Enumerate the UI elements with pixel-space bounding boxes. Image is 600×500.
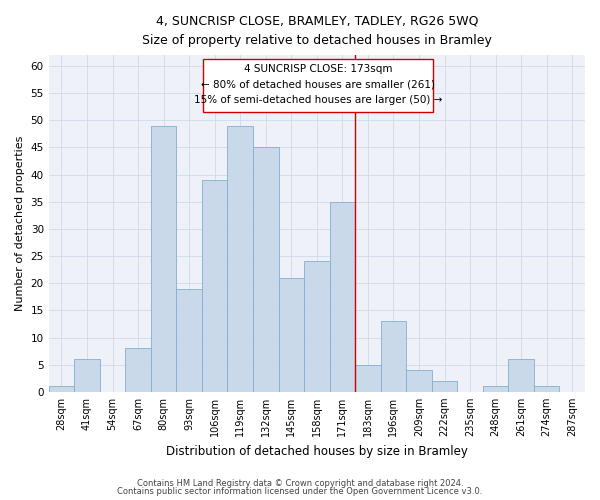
Bar [406, 370, 432, 392]
Bar [74, 359, 100, 392]
Bar [125, 348, 151, 392]
Bar [49, 386, 74, 392]
FancyBboxPatch shape [203, 60, 433, 112]
Text: Contains HM Land Registry data © Crown copyright and database right 2024.: Contains HM Land Registry data © Crown c… [137, 478, 463, 488]
Bar [483, 386, 508, 392]
Bar [227, 126, 253, 392]
Bar [534, 386, 559, 392]
Y-axis label: Number of detached properties: Number of detached properties [15, 136, 25, 311]
Bar [278, 278, 304, 392]
Text: 4 SUNCRISP CLOSE: 173sqm: 4 SUNCRISP CLOSE: 173sqm [244, 64, 392, 74]
Bar [329, 202, 355, 392]
Bar [355, 364, 380, 392]
Bar [176, 288, 202, 392]
Bar [432, 381, 457, 392]
Title: 4, SUNCRISP CLOSE, BRAMLEY, TADLEY, RG26 5WQ
Size of property relative to detach: 4, SUNCRISP CLOSE, BRAMLEY, TADLEY, RG26… [142, 15, 492, 47]
Bar [304, 262, 329, 392]
Text: ← 80% of detached houses are smaller (261): ← 80% of detached houses are smaller (26… [201, 80, 435, 90]
Bar [151, 126, 176, 392]
Text: Contains public sector information licensed under the Open Government Licence v3: Contains public sector information licen… [118, 487, 482, 496]
Bar [202, 180, 227, 392]
Bar [380, 321, 406, 392]
Bar [508, 359, 534, 392]
X-axis label: Distribution of detached houses by size in Bramley: Distribution of detached houses by size … [166, 444, 468, 458]
Text: 15% of semi-detached houses are larger (50) →: 15% of semi-detached houses are larger (… [194, 95, 442, 105]
Bar [253, 148, 278, 392]
